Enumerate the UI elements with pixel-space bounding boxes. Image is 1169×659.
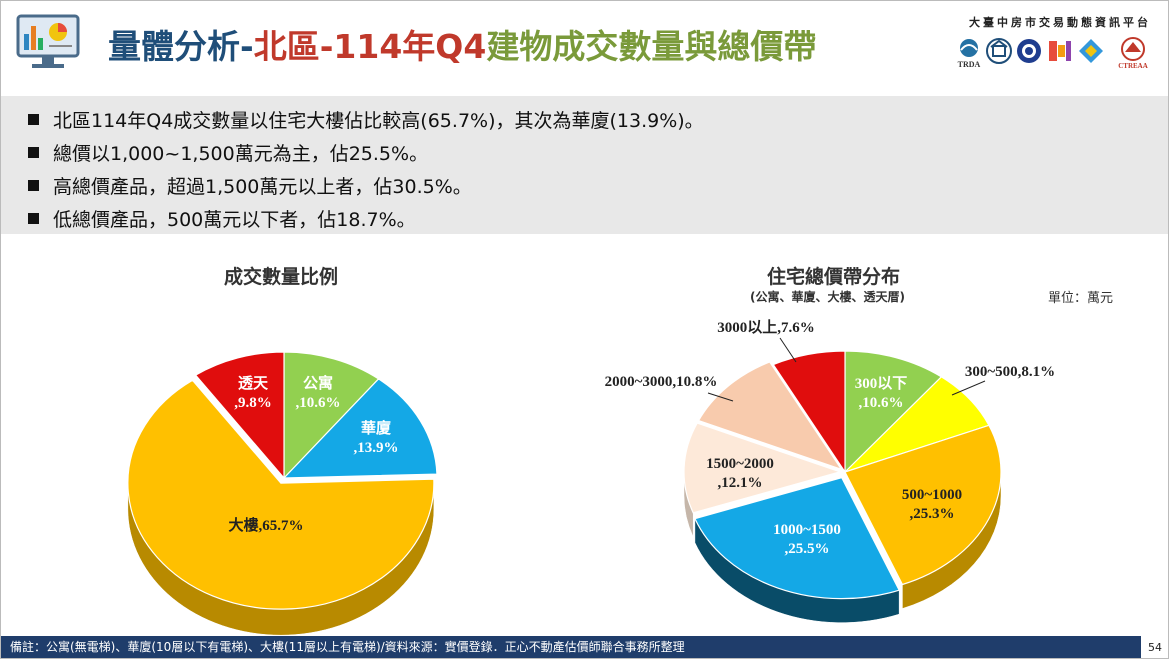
title-subject: 建物成交數量與總價帶	[486, 27, 817, 66]
bullet-text: 北區114年Q4成交數量以住宅大樓佔比較高(65.7%)，其次為華廈(13.9%…	[53, 110, 704, 132]
slice-data-label: 300~500,8.1%	[965, 364, 1055, 380]
pie-slice	[844, 350, 943, 474]
title-section: 量體分析-	[108, 27, 254, 66]
pie-slice	[697, 361, 843, 471]
bullet-item: 高總價產品，超過1,500萬元以上者，佔30.5%。	[28, 172, 472, 199]
summary-bullets: 北區114年Q4成交數量以住宅大樓佔比較高(65.7%)，其次為華廈(13.9%…	[0, 96, 1169, 234]
partner-logos: TRDA	[955, 36, 1155, 70]
bullet-item: 總價以1,000~1,500萬元為主，佔25.5%。	[28, 139, 428, 166]
slice-value-label: ,25.3%	[910, 506, 955, 522]
ctreaa-logo: CTREAA	[1118, 37, 1148, 70]
slice-data-label: 大樓,65.7%	[228, 516, 303, 534]
pie-slice	[683, 422, 843, 514]
bullet-text: 總價以1,000~1,500萬元為主，佔25.5%。	[53, 143, 429, 165]
slice-data-label: 3000以上,7.6%	[717, 319, 815, 336]
slice-value-label: ,25.5%	[785, 541, 830, 557]
bullet-text: 高總價產品，超過1,500萬元以上者，佔30.5%。	[53, 176, 472, 198]
pie-slice	[694, 476, 900, 600]
slice-value-label: ,10.6%	[859, 395, 904, 411]
slice-data-label: 公寓 ,10.6%	[296, 374, 341, 411]
pie-chart-2: 300以下 ,10.6% 300~500,8.1% 500~1000 ,25.3% 100…	[605, 319, 1055, 623]
bullet-square-icon	[28, 180, 39, 191]
slice-category-label: 公寓	[303, 374, 333, 392]
bullet-item: 低總價產品，500萬元以下者，佔18.7%。	[28, 205, 416, 232]
taichung-city-logo	[1049, 41, 1071, 61]
ctreaa-logo-text: CTREAA	[1118, 62, 1148, 70]
bullet-item: 北區114年Q4成交數量以住宅大樓佔比較高(65.7%)，其次為華廈(13.9%…	[28, 106, 704, 133]
pie-chart-1: 公寓 ,10.6% 華廈 ,13.9% 大樓,65.7% 透天 ,9.8%	[127, 351, 438, 636]
slice-data-label: 300以下 ,10.6%	[855, 375, 908, 411]
slice-data-label: 華廈 ,13.9%	[354, 419, 399, 456]
slice-data-label: 2000~3000,10.8%	[605, 374, 718, 390]
chart1-title: 成交數量比例	[224, 266, 339, 288]
pie-slice	[772, 350, 846, 474]
header: 量體分析-北區-114年Q4建物成交數量與總價帶 大臺中房市交易動態資訊平台 T…	[0, 0, 1169, 90]
slice-category-label: 透天	[238, 375, 269, 392]
page-number: 54	[1148, 641, 1162, 654]
slice-value-label: ,9.8%	[234, 395, 272, 411]
diamond-logo	[1079, 39, 1103, 63]
government-seal-logo	[1017, 39, 1041, 63]
slice-category-label: 1500~2000	[706, 456, 774, 472]
slice-category-label: 華廈	[361, 419, 391, 437]
pie-slice	[282, 378, 438, 479]
chart2-unit: 單位：萬元	[1048, 291, 1114, 306]
slice-value-label: ,12.1%	[718, 475, 763, 491]
trda-logo: TRDA	[958, 39, 981, 69]
slice-value-label: ,13.9%	[354, 440, 399, 456]
slice-data-label: 500~1000 ,25.3%	[902, 487, 962, 522]
chart2-title: 住宅總價帶分布	[767, 266, 901, 288]
bullet-square-icon	[28, 147, 39, 158]
platform-name: 大臺中房市交易動態資訊平台	[969, 16, 1151, 29]
pie-slice	[283, 351, 380, 480]
slice-category-label: 1000~1500	[773, 522, 841, 538]
pie-slice	[194, 351, 285, 480]
trda-logo-text: TRDA	[958, 60, 981, 69]
slice-data-label: 1000~1500 ,25.5%	[773, 522, 841, 557]
slice-data-label: 透天 ,9.8%	[234, 375, 272, 411]
page-title: 量體分析-北區-114年Q4建物成交數量與總價帶	[108, 20, 816, 68]
title-region-period: 北區-114年Q4	[253, 27, 487, 66]
building-seal-logo	[986, 38, 1012, 64]
bullet-square-icon	[28, 213, 39, 224]
leader-line	[951, 380, 986, 396]
leader-line	[779, 337, 797, 363]
leader-line	[707, 392, 734, 402]
pie-slice	[844, 424, 1002, 586]
charts-canvas: 公寓 ,10.6% 華廈 ,13.9% 大樓,65.7% 透天 ,9.8% 300以下 ,10.…	[127, 319, 1055, 636]
slice-category-label: 500~1000	[902, 487, 962, 503]
slice-category-label: 300以下	[855, 375, 908, 392]
analytics-monitor-icon	[14, 12, 82, 70]
chart2-subtitle: (公寓、華廈、大樓、透天厝)	[750, 290, 905, 304]
pie-slice	[127, 379, 435, 610]
bullet-text: 低總價產品，500萬元以下者，佔18.7%。	[53, 209, 416, 231]
bullet-square-icon	[28, 114, 39, 125]
slice-data-label: 1500~2000 ,12.1%	[706, 456, 774, 491]
footer-note: 備註：公寓(無電梯)、華廈(10層以下有電梯)、大樓(11層以上有電梯)/資料來…	[0, 636, 1141, 659]
slice-value-label: ,10.6%	[296, 395, 341, 411]
